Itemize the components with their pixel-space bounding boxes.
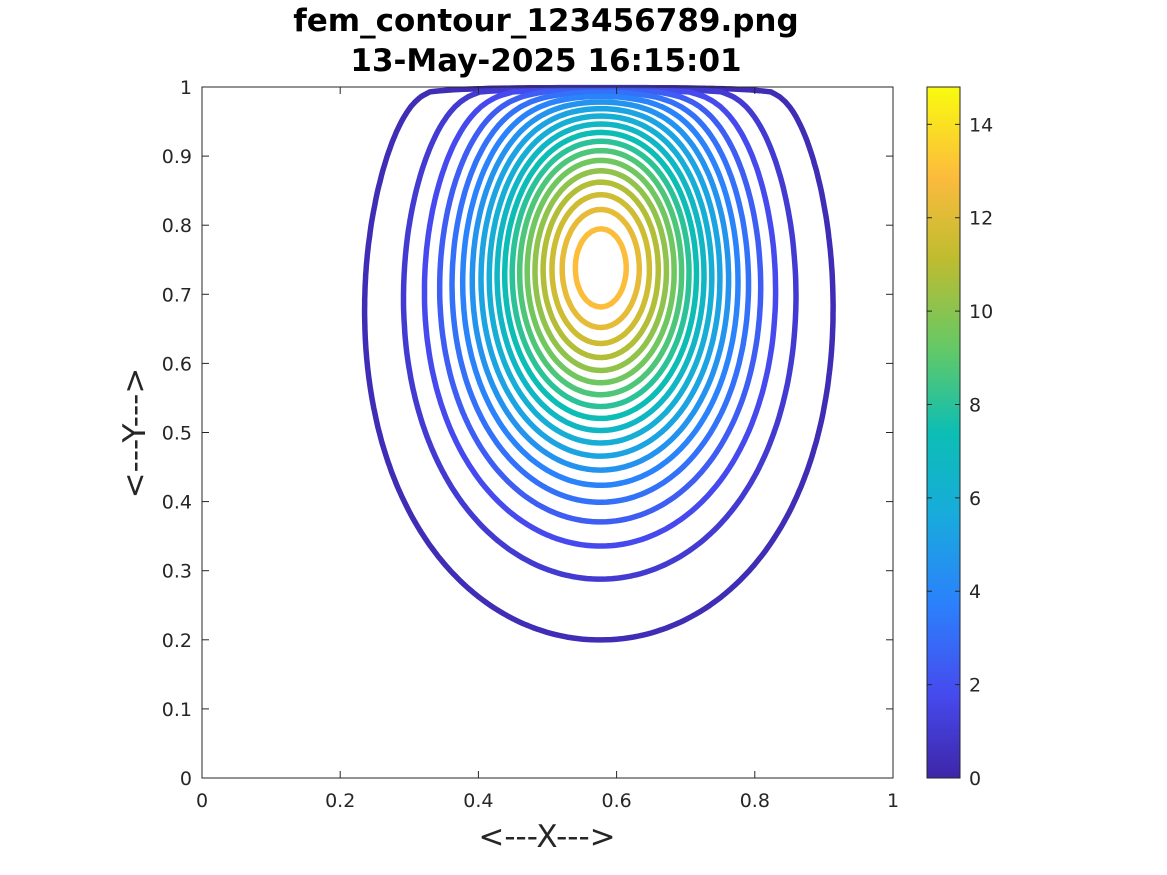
contour-line: [509, 138, 692, 410]
colorbar-tick-label: 14: [969, 114, 993, 136]
y-tick-label: 0.1: [162, 699, 192, 721]
contour-line: [524, 157, 677, 386]
y-tick-label: 0.7: [162, 284, 192, 306]
colorbar-ticks: 0 2 4 6 8 10 12 14: [927, 114, 993, 790]
chart-title-line-1: fem_contour_123456789.png: [293, 3, 798, 39]
colorbar-box: [926, 86, 961, 779]
x-tick-label: 0.8: [740, 790, 770, 812]
colorbar-tick-label: 8: [969, 394, 981, 416]
y-tick-label: 1: [180, 77, 192, 99]
y-tick-label: 0.4: [162, 492, 192, 514]
contour-line: [559, 206, 643, 331]
contour-line: [549, 191, 653, 347]
contour-line: [572, 226, 629, 310]
y-tick-label: 0.6: [162, 353, 192, 375]
colorbar-tick-label: 12: [969, 208, 993, 230]
y-tick-label: 0.8: [162, 215, 192, 237]
contour-lines: [361, 84, 836, 643]
y-tick-label: 0.3: [162, 561, 192, 583]
colorbar: [927, 87, 960, 778]
x-tick-label: 0: [196, 790, 208, 812]
contour-line: [436, 88, 764, 525]
colorbar-tick-label: 4: [969, 581, 981, 603]
y-tick-label: 0: [180, 768, 192, 790]
colorbar-tick-label: 2: [969, 675, 981, 697]
colorbar-tick-label: 10: [969, 301, 993, 323]
x-axis: 0 0.2 0.4 0.6 0.8 1: [196, 87, 899, 812]
chart-title-line-2: 13-May-2025 16:15:01: [350, 43, 741, 79]
contour-line: [478, 105, 723, 459]
contour-line: [449, 89, 752, 505]
contour-line: [494, 121, 707, 434]
y-tick-label: 0.9: [162, 146, 192, 168]
y-tick-label: 0.5: [162, 423, 192, 445]
contour-line: [540, 179, 662, 361]
colorbar-tick-label: 0: [969, 768, 981, 790]
y-axis: 0 0.1 0.2 0.3 0.4 0.5 0.6 0.7 0.8 0.9 1: [162, 77, 893, 790]
contour-line: [459, 93, 741, 489]
contour-line: [486, 113, 715, 446]
x-axis-label: <---X--->: [478, 819, 615, 855]
contour-line: [532, 168, 670, 374]
contour-line: [516, 147, 685, 398]
y-axis-label: <---Y--->: [117, 368, 153, 499]
x-tick-label: 0.4: [463, 790, 493, 812]
x-tick-label: 1: [887, 790, 899, 812]
plot-area: [202, 87, 893, 778]
contour-line: [501, 129, 700, 422]
y-tick-label: 0.2: [162, 630, 192, 652]
contour-line: [421, 87, 779, 549]
colorbar-tick-label: 6: [969, 488, 981, 510]
x-tick-label: 0.6: [601, 790, 631, 812]
x-tick-label: 0.2: [325, 790, 355, 812]
contour-line: [469, 99, 732, 473]
